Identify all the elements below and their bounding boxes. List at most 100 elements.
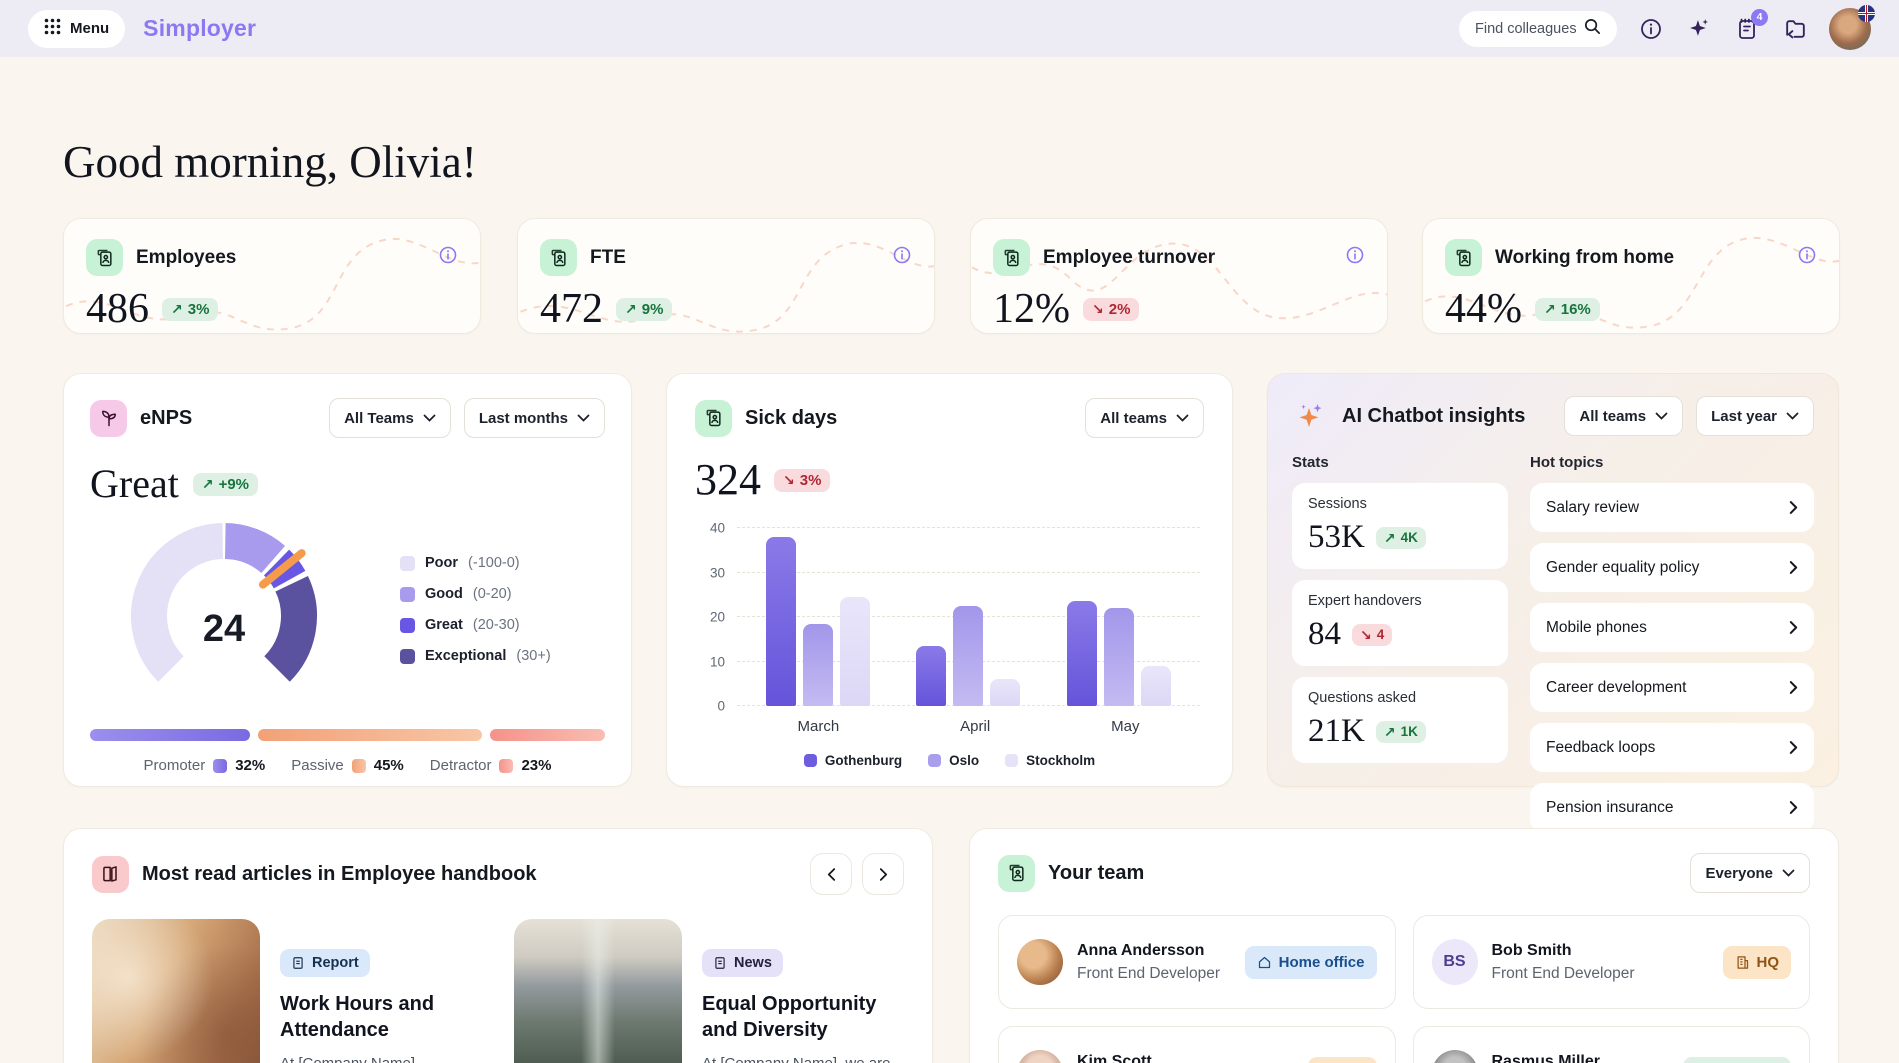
ai-team-filter[interactable]: All teams xyxy=(1564,396,1684,436)
kpi-title: FTE xyxy=(590,246,626,268)
page-greeting: Good morning, Olivia! xyxy=(63,137,477,187)
stat-delta-badge: ↘ 4 xyxy=(1352,623,1393,646)
team-member-kim[interactable]: Kim Scott QA Lead HQ xyxy=(998,1026,1396,1063)
legend-item-gothenburg: Gothenburg xyxy=(803,753,902,768)
info-icon[interactable] xyxy=(438,245,458,270)
kpi-title: Employee turnover xyxy=(1043,246,1216,268)
trend-arrow-icon: ↗ xyxy=(171,301,183,317)
brand-logo[interactable]: Simployer xyxy=(143,15,257,41)
enps-score: 24 xyxy=(202,608,246,650)
bar-oslo-march xyxy=(803,623,834,706)
ai-sparkles-icon[interactable] xyxy=(1685,15,1713,43)
ai-period-filter[interactable]: Last year xyxy=(1696,396,1814,436)
chevron-right-icon xyxy=(879,867,887,881)
folder-icon[interactable] xyxy=(1781,15,1809,43)
article-equal-opportunity[interactable]: News Equal Opportunity and Diversity At … xyxy=(514,919,904,1063)
promoter-segment xyxy=(90,729,250,741)
bar-stockholm-april xyxy=(990,679,1021,706)
employee-card-icon xyxy=(86,239,123,276)
sick-days-delta-badge: ↘ 3% xyxy=(774,468,831,492)
gauge-needle xyxy=(258,549,306,589)
enps-delta-badge: ↗ +9% xyxy=(192,472,259,496)
legend-swatch xyxy=(400,617,415,633)
enps-legend: Poor (-100-0) Good (0-20) Great (20-30) Exc… xyxy=(400,555,551,664)
employee-card-icon xyxy=(695,399,732,437)
location-badge: HQ xyxy=(1308,1056,1377,1063)
topic-gender-equality[interactable]: Gender equality policy xyxy=(1530,543,1814,592)
search-icon[interactable] xyxy=(1583,17,1602,41)
handbook-icon xyxy=(92,855,129,893)
employee-card-icon xyxy=(540,239,577,276)
location-badge: Home office xyxy=(1244,945,1377,979)
team-filter[interactable]: Everyone xyxy=(1690,853,1810,893)
menu-button[interactable]: Menu xyxy=(28,9,126,48)
employee-card-icon xyxy=(1445,239,1482,276)
info-icon[interactable] xyxy=(1637,15,1665,43)
bar-gothenburg-may xyxy=(1066,601,1097,706)
trend-arrow-icon: ↗ xyxy=(1383,723,1396,740)
topic-pension-insurance[interactable]: Pension insurance xyxy=(1530,783,1814,832)
team-member-bob[interactable]: BS Bob Smith Front End Developer HQ xyxy=(1412,915,1810,1009)
legend-swatch xyxy=(400,586,415,602)
topic-feedback-loops[interactable]: Feedback loops xyxy=(1530,723,1814,772)
y-tick-label: 10 xyxy=(709,654,725,669)
legend-swatch xyxy=(928,754,942,767)
article-title: Work Hours and Attendance xyxy=(280,993,435,1041)
location-badge: Vacation xyxy=(1683,1056,1791,1063)
kpi-card-fte: FTE 472 ↗ 9% xyxy=(517,218,935,334)
legend-item-oslo: Oslo xyxy=(928,753,979,768)
sick-days-team-filter[interactable]: All teams xyxy=(1085,398,1204,438)
topic-salary-review[interactable]: Salary review xyxy=(1530,483,1814,532)
info-icon[interactable] xyxy=(1797,245,1817,270)
colleague-search[interactable] xyxy=(1459,10,1617,47)
article-badge: Report xyxy=(280,949,370,977)
carousel-next-button[interactable] xyxy=(862,853,904,895)
stat-value: 53K xyxy=(1308,519,1365,555)
bar-gothenburg-april xyxy=(916,645,947,706)
bar-group-march xyxy=(766,536,871,706)
y-tick-label: 20 xyxy=(709,609,725,625)
chevron-down-icon xyxy=(423,414,436,422)
team-member-anna[interactable]: Anna Andersson Front End Developer Home … xyxy=(998,915,1396,1009)
chevron-down-icon xyxy=(1176,414,1189,422)
gridline: 40 xyxy=(710,521,1200,536)
carousel-prev-button[interactable] xyxy=(810,853,852,895)
topic-mobile-phones[interactable]: Mobile phones xyxy=(1530,603,1814,652)
y-tick-label: 30 xyxy=(709,565,725,580)
article-photo xyxy=(92,919,260,1063)
passive-swatch xyxy=(351,758,366,773)
employee-card-icon xyxy=(993,239,1030,276)
promoter-swatch xyxy=(213,758,228,773)
legend-swatch xyxy=(400,648,415,664)
your-team-card: Your team Everyone Anna Andersson Front … xyxy=(969,828,1839,1063)
home-icon xyxy=(1258,956,1270,968)
stats-heading: Stats xyxy=(1292,454,1329,471)
kpi-title: Employees xyxy=(136,246,237,268)
gauge-segment-poor xyxy=(131,523,224,682)
avatar xyxy=(1017,1050,1063,1063)
kpi-delta-badge: ↗ 16% xyxy=(1535,297,1600,321)
chevron-right-icon xyxy=(1789,501,1798,514)
info-icon[interactable] xyxy=(892,245,912,270)
info-icon[interactable] xyxy=(1345,245,1365,270)
sick-days-card: Sick days All teams 324 ↘ 3% 0 10 20 30 40 Ma… xyxy=(666,373,1233,787)
x-axis-label: April xyxy=(960,718,991,735)
user-avatar[interactable] xyxy=(1829,4,1875,50)
avatar xyxy=(1017,939,1063,985)
stat-value: 21K xyxy=(1308,713,1365,749)
team-member-rasmus[interactable]: Rasmus Miller Full Stack Developer Vacat… xyxy=(1412,1026,1810,1063)
x-axis-label: March xyxy=(797,718,840,735)
chevron-right-icon xyxy=(1789,801,1798,814)
stat-delta-badge: ↗ 1K xyxy=(1375,720,1426,743)
search-input[interactable] xyxy=(1475,20,1583,37)
article-work-hours[interactable]: Report Work Hours and Attendance At [Com… xyxy=(92,919,482,1063)
enps-gauge-chart: 24 xyxy=(114,512,360,707)
avatar xyxy=(1431,1050,1478,1063)
enps-period-filter[interactable]: Last months xyxy=(463,398,605,438)
tasks-icon[interactable]: 4 xyxy=(1733,8,1768,43)
topic-career-development[interactable]: Career development xyxy=(1530,663,1814,712)
bar-oslo-april xyxy=(953,605,984,706)
chevron-right-icon xyxy=(1789,681,1798,694)
trend-arrow-icon: ↘ xyxy=(1092,301,1104,317)
enps-team-filter[interactable]: All Teams xyxy=(329,398,451,438)
